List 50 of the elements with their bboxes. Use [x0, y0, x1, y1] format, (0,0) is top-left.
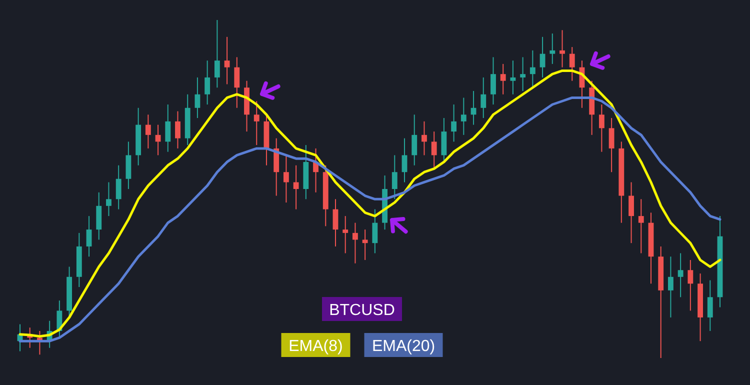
- candlestick: [254, 100, 260, 146]
- candlestick: [352, 222, 358, 264]
- candlestick: [194, 76, 200, 119]
- candlestick: [431, 131, 437, 170]
- candlestick: [628, 182, 634, 244]
- candlestick: [224, 36, 230, 85]
- candlestick: [86, 216, 92, 258]
- candlestick: [460, 97, 466, 136]
- candlestick: [165, 104, 171, 152]
- candlestick: [608, 118, 614, 173]
- candlestick: [283, 154, 289, 204]
- candlestick: [106, 182, 112, 217]
- candlestick: [145, 114, 151, 149]
- candlestick: [293, 164, 299, 210]
- candlestick: [668, 256, 674, 318]
- candlestick: [530, 50, 536, 88]
- candlestick: [214, 20, 220, 88]
- candlestick: [422, 120, 427, 156]
- candlestick: [638, 198, 644, 254]
- candlestick: [520, 56, 526, 92]
- candlestick: [332, 198, 338, 247]
- candlestick: [500, 63, 506, 95]
- candlestick: [510, 60, 516, 95]
- candlestick: [412, 114, 418, 166]
- text: EMA(8): [288, 338, 343, 355]
- text: EMA(20): [372, 338, 436, 355]
- candlestick: [175, 110, 180, 149]
- candlestick: [116, 164, 122, 210]
- candlestick: [204, 60, 210, 105]
- candlestick: [707, 280, 713, 332]
- candlestick: [342, 216, 348, 254]
- candlestick: [451, 104, 457, 142]
- candlestick: [392, 154, 398, 200]
- candlestick: [598, 104, 604, 152]
- text: BTCUSD: [329, 302, 395, 319]
- candlestick: [362, 229, 368, 260]
- candlestick: [480, 76, 486, 119]
- candlestick: [372, 208, 378, 254]
- candlestick: [550, 33, 556, 64]
- candlestick: [688, 259, 694, 312]
- candlestick: [402, 138, 408, 183]
- candlestick: [490, 56, 496, 105]
- candlestick: [441, 118, 447, 162]
- candlestick: [560, 30, 565, 68]
- candlestick: [678, 252, 684, 298]
- candlestick: [234, 56, 240, 108]
- candlestick: [126, 141, 132, 190]
- candlestick: [540, 36, 546, 78]
- candlestick: [96, 192, 102, 240]
- candlestick: [569, 46, 575, 82]
